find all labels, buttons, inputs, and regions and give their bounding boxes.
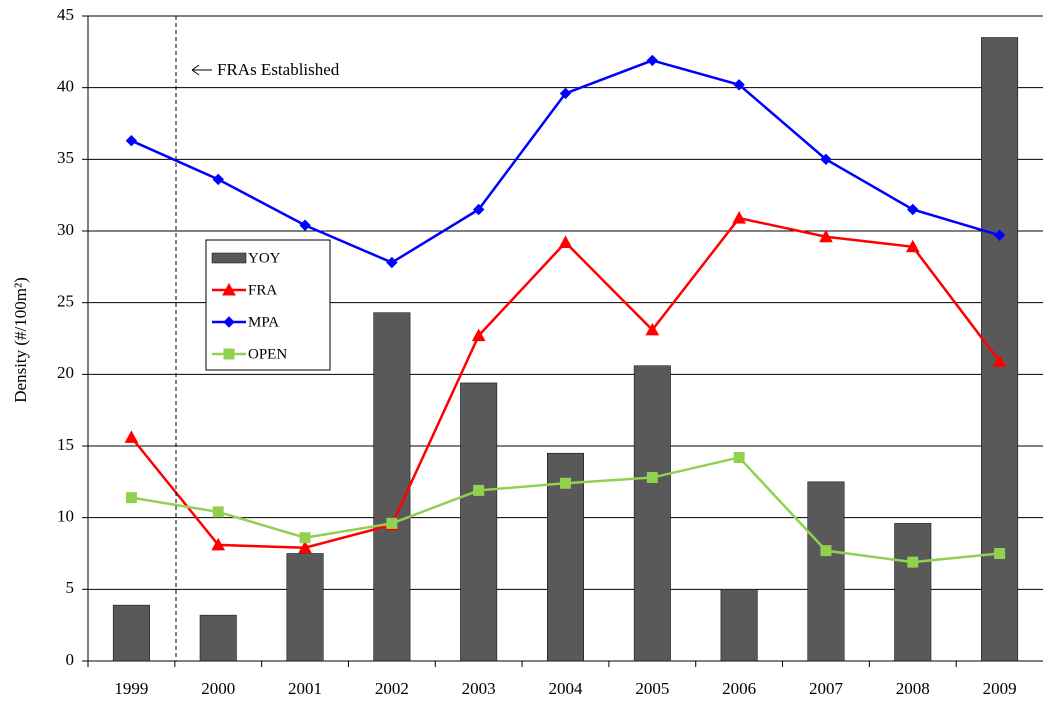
y-tick-label: 20 (57, 363, 74, 382)
x-tick-label: 2000 (201, 679, 235, 698)
marker (733, 451, 745, 463)
y-tick-label: 40 (57, 77, 74, 96)
y-axis-label: Density (#/100m²) (11, 277, 30, 403)
marker (124, 430, 139, 443)
marker (732, 211, 746, 224)
marker (558, 235, 573, 248)
bar (112, 604, 150, 662)
annotation-arrow (191, 64, 212, 76)
marker (559, 87, 572, 100)
marker (645, 322, 660, 336)
y-tick-label: 0 (66, 650, 75, 669)
marker (472, 203, 485, 216)
marker (819, 229, 833, 243)
marker (473, 484, 485, 496)
marker (386, 517, 398, 529)
legend-label: OPEN (248, 346, 287, 362)
marker (907, 203, 919, 216)
x-tick-label: 2005 (635, 679, 669, 698)
legend-label: FRA (248, 282, 277, 298)
marker (646, 54, 659, 67)
bar (894, 523, 932, 662)
marker (212, 173, 224, 186)
bar (460, 382, 498, 662)
marker (222, 282, 236, 296)
marker (907, 556, 919, 568)
marker (993, 229, 1006, 242)
legend: YOY FRA MPA OPEN (205, 239, 331, 371)
x-tick-label: 2003 (462, 679, 496, 698)
grid: 0 5 10 15 20 25 30 35 40 45 1999 2000 2001 2002 2003 20… (57, 5, 1043, 698)
y-tick-label: 10 (57, 507, 74, 526)
bar (807, 481, 845, 662)
marker (646, 472, 658, 484)
annotation: FRAs Established (217, 60, 340, 79)
marker (471, 328, 486, 342)
bar (373, 312, 411, 662)
y-tick-label: 30 (57, 220, 74, 239)
marker (299, 532, 311, 544)
y-tick-label: 45 (57, 5, 74, 24)
x-tick-label: 2007 (809, 679, 844, 698)
y-tick-label: 15 (57, 435, 74, 454)
marker (733, 79, 745, 91)
marker (223, 316, 235, 328)
marker (299, 219, 311, 231)
bar (633, 365, 671, 662)
plot (112, 37, 1019, 662)
x-tick-label: 2001 (288, 679, 322, 698)
marker (820, 153, 832, 166)
legend-label: MPA (248, 314, 279, 330)
marker (125, 492, 137, 504)
marker (211, 537, 226, 551)
x-tick-label: 2006 (722, 679, 756, 698)
y-tick-label: 25 (57, 292, 74, 311)
x-tick-label: 2009 (983, 679, 1017, 698)
marker (223, 348, 235, 360)
marker (125, 134, 138, 147)
bar (286, 553, 324, 662)
bar (720, 589, 758, 662)
marker (386, 256, 398, 269)
legend-label: YOY (248, 250, 281, 266)
y-tick-label: 5 (66, 578, 75, 597)
bar (981, 37, 1019, 662)
marker (298, 540, 312, 554)
marker (560, 477, 571, 489)
x-tick-label: 1999 (114, 679, 148, 698)
y-tick-label: 35 (57, 148, 74, 167)
marker (994, 548, 1006, 559)
marker (820, 545, 832, 557)
marker (992, 354, 1007, 367)
legend-swatch (211, 252, 247, 264)
marker (212, 506, 224, 518)
x-tick-label: 2008 (896, 679, 930, 698)
x-tick-label: 2002 (375, 679, 409, 698)
bar (199, 614, 237, 662)
marker (905, 239, 920, 253)
x-tick-label: 2004 (549, 679, 584, 698)
